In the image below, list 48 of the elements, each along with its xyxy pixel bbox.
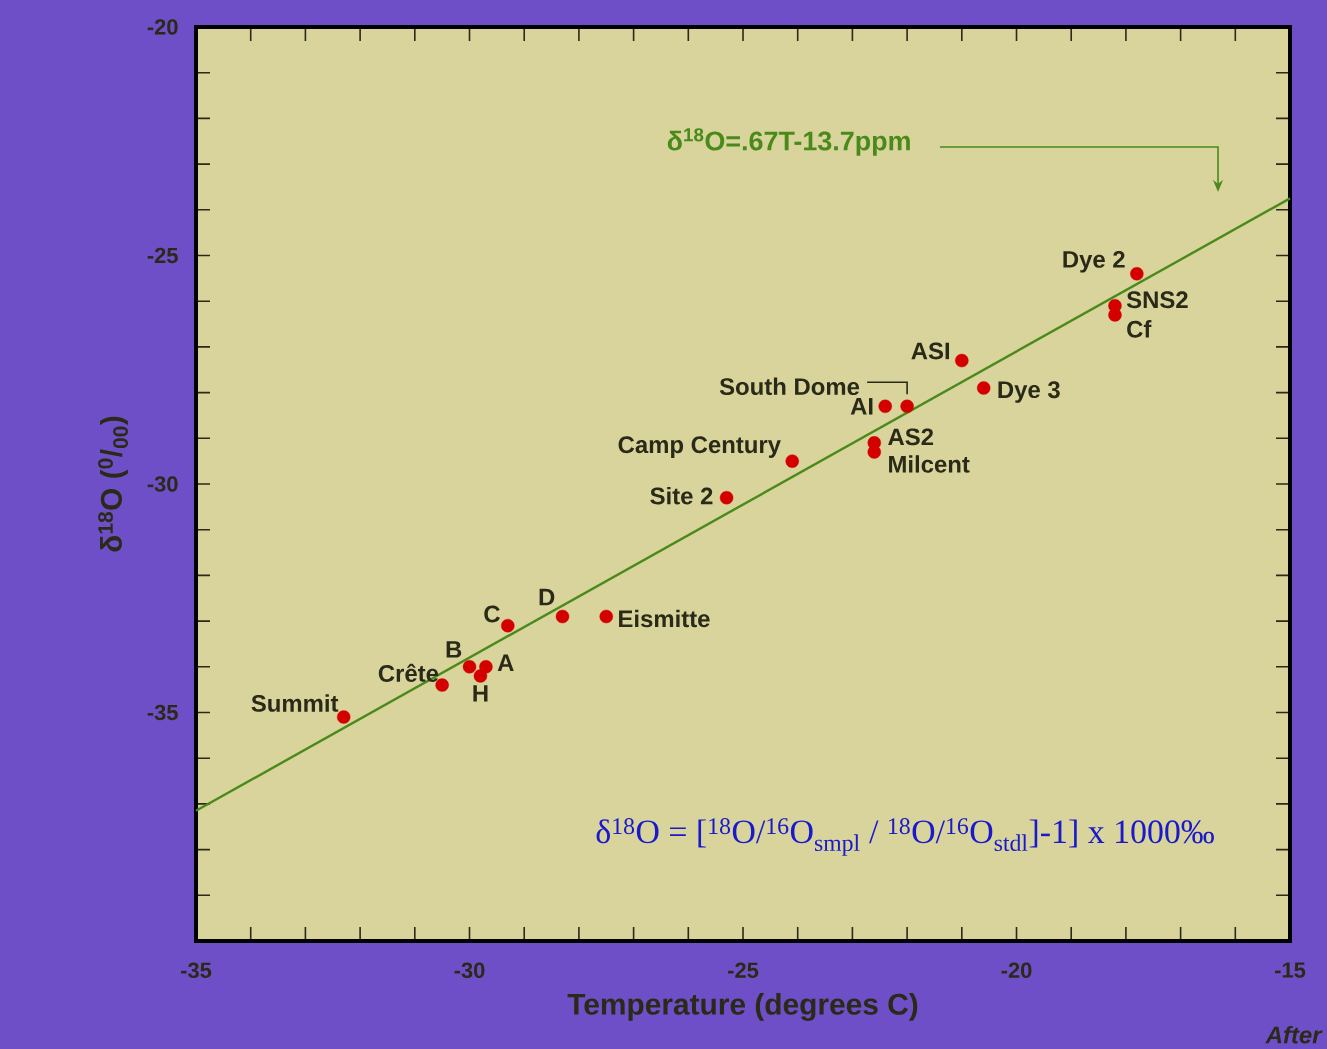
- annotation: Summit: [251, 694, 339, 712]
- point: [599, 609, 613, 624]
- point: [473, 669, 488, 683]
- annotation: AI: [850, 398, 873, 415]
- y-axis-title: δ$^{18}$O ($^{0}$/$_{00}$): [98, 416, 128, 552]
- annotation: Dye 3: [998, 381, 1060, 403]
- annotation: Milcent: [889, 455, 970, 473]
- x-axis-title: Temperature (degrees C): [567, 992, 918, 1021]
- y-tick-label: -20: [147, 19, 178, 35]
- point: [462, 660, 477, 674]
- annotation: H: [473, 685, 488, 702]
- y-tick-label: -25: [147, 247, 178, 264]
- point: [878, 399, 892, 413]
- point: [1108, 308, 1122, 322]
- point: [955, 353, 969, 368]
- point: [501, 618, 515, 633]
- annotation: Site 2: [650, 486, 713, 505]
- x-tick-label: -30: [454, 962, 485, 979]
- annotation: SNS2: [1126, 291, 1188, 309]
- annotation: A: [497, 654, 514, 672]
- point: [1130, 267, 1144, 281]
- annotation: B: [446, 641, 462, 658]
- annotation: Dye 2: [1063, 250, 1125, 273]
- point: [555, 609, 570, 624]
- point: [719, 491, 734, 505]
- annotation: δ$^{18}$O=.67T-13.7ppm: [667, 128, 910, 156]
- annotation: C: [484, 605, 500, 623]
- point: [976, 381, 991, 395]
- point: [867, 445, 881, 459]
- y-tick-label: -30: [147, 476, 178, 492]
- x-tick-label: -25: [728, 962, 759, 979]
- annotation: South Dome: [719, 377, 860, 396]
- x-tick-label: -35: [181, 962, 212, 979]
- text: δ$^{18}$O = [$^{18}$O/$^{16}$O$_{smpl}$ / $^{18}$O/$^{16}$O$_{stdl}$]-1] x 1000‰: [596, 818, 1214, 856]
- x-tick-label: -20: [1001, 962, 1032, 979]
- point: [785, 454, 799, 468]
- annotation: Eismitte: [619, 609, 710, 628]
- annotation: Cf: [1127, 320, 1152, 338]
- annotation: D: [539, 588, 555, 606]
- y-tick-label: -35: [147, 704, 178, 721]
- point: [337, 710, 351, 724]
- text: After: [1265, 1025, 1323, 1044]
- annotation: AS2: [888, 428, 934, 446]
- annotation: Crête: [378, 663, 439, 682]
- x-tick-label: -15: [1275, 962, 1306, 978]
- point: [900, 399, 914, 413]
- annotation: Camp Century: [618, 436, 781, 458]
- annotation: ASI: [911, 342, 950, 360]
